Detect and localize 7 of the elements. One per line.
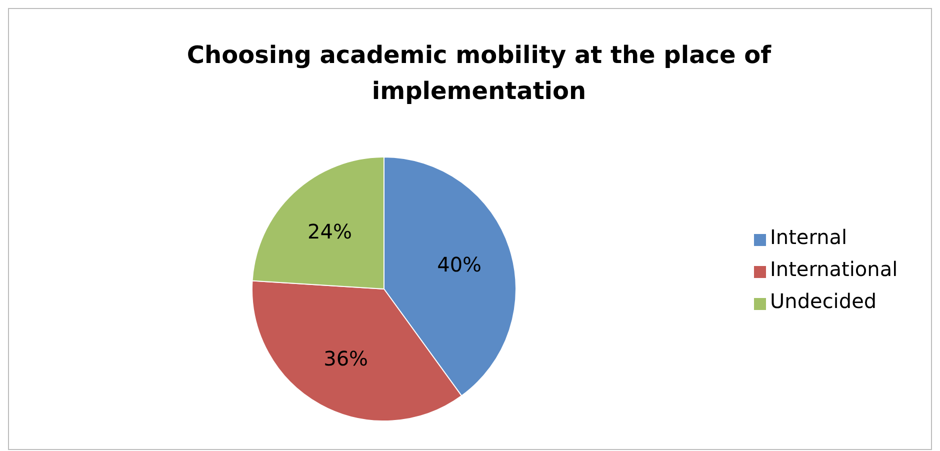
data-label: 40% xyxy=(437,252,482,277)
legend-label: Internal xyxy=(770,225,848,249)
legend-label: Undecided xyxy=(770,289,877,313)
legend-label: International xyxy=(770,257,898,281)
data-label: 36% xyxy=(324,346,368,370)
data-label: 24% xyxy=(308,219,352,244)
chart-title: Choosing academic mobility at the place of implementation xyxy=(186,40,772,107)
